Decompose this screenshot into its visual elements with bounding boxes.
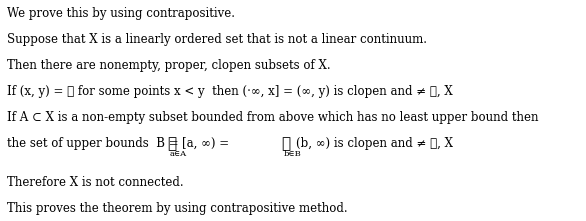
Text: ⋂: ⋂ bbox=[167, 137, 176, 151]
Text: This proves the theorem by using contrapositive method.: This proves the theorem by using contrap… bbox=[7, 202, 347, 215]
Text: We prove this by using contrapositive.: We prove this by using contrapositive. bbox=[7, 7, 235, 20]
Text: the set of upper bounds  B =: the set of upper bounds B = bbox=[7, 137, 182, 150]
Text: If A ⊂ X is a non-empty subset bounded from above which has no least upper bound: If A ⊂ X is a non-empty subset bounded f… bbox=[7, 111, 539, 124]
Text: Therefore X is not connected.: Therefore X is not connected. bbox=[7, 176, 183, 189]
Text: If (x, y) = ∅ for some points x < y  then (·∞, x] = (∞, y) is clopen and ≠ ∅, X: If (x, y) = ∅ for some points x < y then… bbox=[7, 85, 453, 98]
Text: a∈A: a∈A bbox=[170, 150, 187, 158]
Text: ⋃: ⋃ bbox=[281, 137, 291, 151]
Text: Suppose that X is a linearly ordered set that is not a linear continuum.: Suppose that X is a linearly ordered set… bbox=[7, 33, 427, 46]
Text: b∈B: b∈B bbox=[284, 150, 302, 158]
Text: (b, ∞) is clopen and ≠ ∅, X: (b, ∞) is clopen and ≠ ∅, X bbox=[296, 137, 453, 150]
Text: [a, ∞) =: [a, ∞) = bbox=[182, 137, 233, 150]
Text: Then there are nonempty, proper, clopen subsets of X.: Then there are nonempty, proper, clopen … bbox=[7, 59, 331, 72]
